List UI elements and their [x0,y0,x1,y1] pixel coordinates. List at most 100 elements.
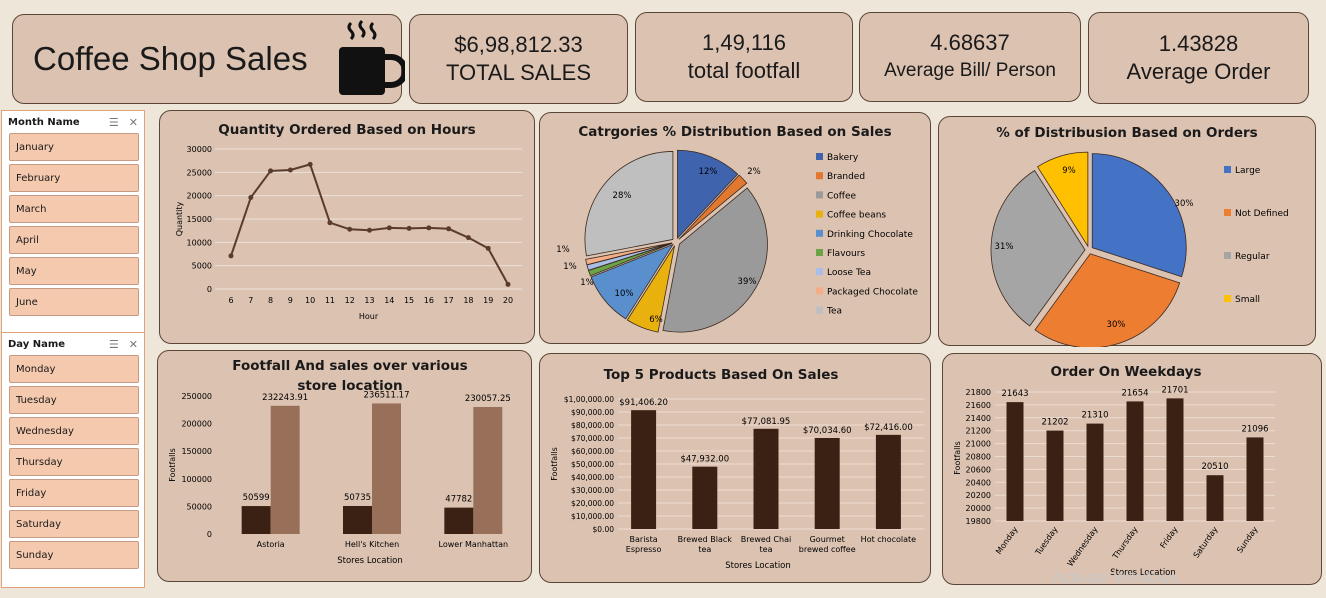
slice-label: 10% [615,289,634,299]
clear-filter-icon[interactable]: ✕ [128,337,138,351]
weekdays-bar-chart: 19800 20000 20200 20400 20600 20800 21000 21200… [953,385,1275,578]
data-point [228,253,234,259]
chart-title: Footfall And sales over various store lo… [232,358,468,394]
legend-swatch [1224,209,1231,216]
data-label: 50735 [344,493,371,503]
multi-select-icon[interactable]: ☰ [108,115,119,129]
pie-slice [626,245,675,333]
slicer-item-january[interactable]: January [9,133,139,161]
x-tick-label: Espresso [626,545,662,554]
y-tick-label: $80,000.00 [571,421,614,430]
data-label: $91,406.20 [619,398,668,408]
x-tick-label: Lower Manhattan [439,540,509,549]
x-tick-label: tea [760,545,773,554]
legend-label: Drinking Chocolate [827,230,913,240]
clear-filter-icon[interactable]: ✕ [128,115,138,129]
kpi-average-bill: 4.68637 Average Bill/ Person [859,12,1081,102]
slicer-item-april[interactable]: April [9,226,139,254]
data-point [485,245,491,251]
pie-slice [678,174,748,240]
y-tick-label: 21600 [966,401,991,410]
x-tick-label: tea [698,545,711,554]
y-tick-label: 25000 [187,168,212,177]
legend-label: Coffee [827,191,857,201]
slice-label: 12% [699,167,718,177]
data-point [307,161,313,167]
slicer-item-thursday[interactable]: Thursday [9,448,139,476]
y-tick-label: 21800 [966,388,991,397]
kpi-value: 1.43828 [1158,31,1239,56]
x-tick-label: Wednesday [1066,525,1100,568]
slice-label: 1% [563,262,577,272]
y-tick-label: 20600 [966,465,991,474]
legend-label: Regular [1235,252,1270,262]
slice-label: 39% [738,277,757,287]
y-tick-label: $60,000.00 [571,447,614,456]
pie-slice [1036,151,1089,248]
bar [241,506,271,534]
data-point [268,168,274,174]
x-tick-label: 10 [305,296,315,305]
month-slicer[interactable]: Month Name ☰ ✕ January February March Apr… [1,110,145,333]
pie-slice [1034,253,1181,347]
y-tick-label: 100000 [181,475,212,484]
y-tick-label: 20400 [966,478,991,487]
x-tick-label: 11 [325,296,335,305]
legend-label: Coffee beans [827,211,886,221]
y-tick-label: 50000 [187,502,212,511]
y-tick-label: $20,000.00 [571,499,614,508]
y-axis-label: Quantity [175,201,184,236]
y-tick-label: 250000 [181,392,212,401]
chart-card-weekdays: Order On Weekdays 19800 20000 20200 20400 20… [942,353,1322,585]
bar [814,437,840,529]
chart-card-hours: Quantity Ordered Based on Hours 0 5000 100… [159,110,535,344]
legend-label: Bakery [827,153,859,163]
slicer-item-saturday[interactable]: Saturday [9,510,139,538]
slicer-item-march[interactable]: March [9,195,139,223]
x-tick-label: 14 [384,296,394,305]
y-tick-label: $30,000.00 [571,486,614,495]
slicer-item-february[interactable]: February [9,164,139,192]
slicer-item-tuesday[interactable]: Tuesday [9,386,139,414]
legend-label: Packaged Chocolate [827,287,918,297]
legend-swatch [816,229,823,237]
day-slicer[interactable]: Day Name ☰ ✕ Monday Tuesday Wednesday Thu… [1,332,145,588]
bar [444,507,474,534]
multi-select-icon[interactable]: ☰ [108,337,119,351]
bar [1246,437,1264,521]
legend-label: Large [1235,166,1261,176]
chart-card-products: Top 5 Products Based On Sales $0.00 $10,0… [539,353,931,583]
slicer-item-monday[interactable]: Monday [9,355,139,383]
slicer-item-may[interactable]: May [9,257,139,285]
y-tick-label: $90,000.00 [571,408,614,417]
data-point [386,225,392,231]
kpi-total-footfall: 1,49,116 total footfall [635,12,853,102]
y-tick-label: $0.00 [593,525,615,534]
kpi-value: 1,49,116 [701,30,786,55]
chart-card-categories: Catrgories % Distribution Based on Sales… [539,112,931,344]
kpi-total-sales: $6,98,812.33 TOTAL SALES [409,14,628,104]
chart-card-stores: Footfall And sales over various store lo… [157,350,532,582]
slicer-item-wednesday[interactable]: Wednesday [9,417,139,445]
slicer-item-friday[interactable]: Friday [9,479,139,507]
y-tick-label: 21200 [966,427,991,436]
slice-label: 30% [1107,320,1126,330]
legend-swatch [816,287,823,295]
chart-title: % of Distribusion Based on Orders [996,125,1258,141]
slicer-item-sunday[interactable]: Sunday [9,541,139,569]
data-point [327,220,333,226]
x-tick-label: Sunday [1235,525,1260,555]
legend-label: Loose Tea [827,268,871,278]
x-tick-label: 9 [288,296,293,305]
pie-slice [584,151,674,257]
slicer-item-june[interactable]: June [9,288,139,316]
y-tick-label: 5000 [192,262,212,271]
data-point [465,235,471,241]
y-tick-label: 20000 [187,192,212,201]
y-tick-label: 20800 [966,453,991,462]
kpi-label: Average Bill/ Person [884,60,1056,81]
x-tick-label: 16 [424,296,434,305]
data-label: 21654 [1121,388,1148,398]
bar [1046,430,1064,521]
kpi-label: total footfall [687,58,801,83]
